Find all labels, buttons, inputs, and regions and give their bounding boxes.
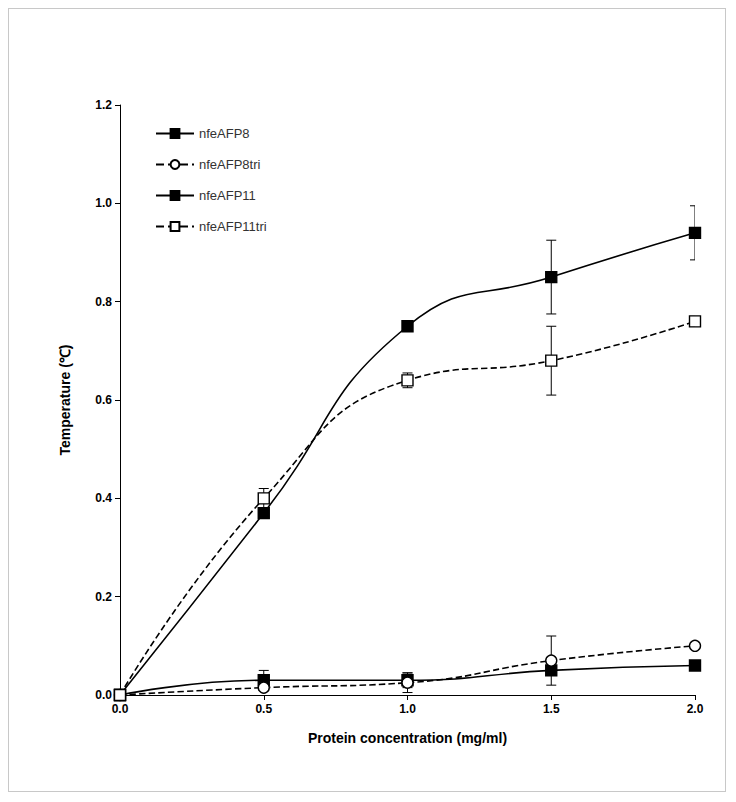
svg-text:0.0: 0.0: [112, 702, 129, 716]
svg-text:Protein concentration (mg/ml): Protein concentration (mg/ml): [308, 730, 507, 746]
svg-text:nfeAFP11: nfeAFP11: [199, 188, 256, 203]
svg-text:0.6: 0.6: [95, 393, 112, 407]
svg-text:0.4: 0.4: [95, 491, 112, 505]
svg-text:1.5: 1.5: [543, 702, 560, 716]
svg-text:0.8: 0.8: [95, 295, 112, 309]
svg-text:nfeAFP8: nfeAFP8: [199, 126, 250, 141]
svg-text:1.2: 1.2: [95, 98, 112, 112]
svg-text:0.0: 0.0: [95, 688, 112, 702]
svg-text:0.2: 0.2: [95, 590, 112, 604]
svg-text:Temperature (℃): Temperature (℃): [57, 345, 73, 456]
svg-text:2.0: 2.0: [687, 702, 704, 716]
svg-text:0.5: 0.5: [255, 702, 272, 716]
svg-text:nfeAFP11tri: nfeAFP11tri: [199, 219, 267, 234]
svg-text:nfeAFP8tri: nfeAFP8tri: [199, 157, 261, 172]
svg-text:1.0: 1.0: [95, 196, 112, 210]
svg-text:1.0: 1.0: [399, 702, 416, 716]
